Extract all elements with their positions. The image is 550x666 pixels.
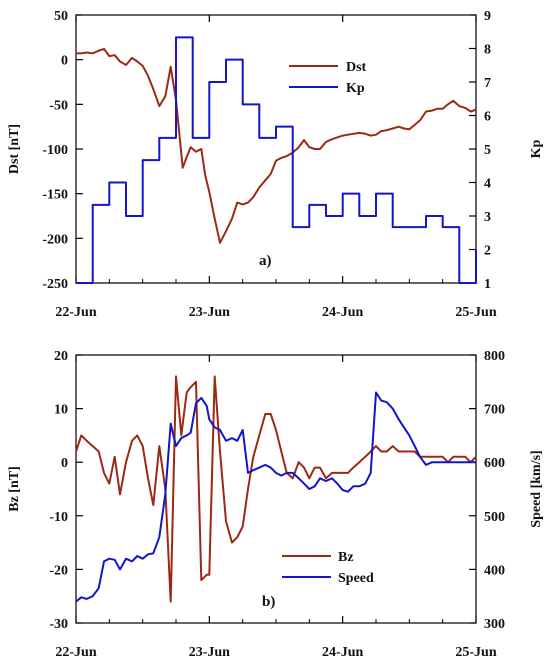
panel-a-ytick-right-label: 6 — [484, 110, 491, 125]
panel-a-ytick-right-label: 8 — [484, 43, 491, 58]
panel-b-ylabel-left: Bz [nT] — [7, 466, 22, 512]
panel-b-ytick-right-label: 400 — [484, 563, 505, 578]
panel-a-ytick-right-label: 7 — [484, 76, 491, 91]
legend-kp-label: Kp — [346, 81, 365, 96]
panel-a: 22-Jun 23-Jun 24-Jun 25-Jun -250 -200 -150 -100… — [7, 9, 544, 320]
panel-a-ytick-right-label: 2 — [484, 244, 491, 259]
panel-b-ytick-right-label: 700 — [484, 403, 505, 418]
legend-dst-label: Dst — [346, 60, 367, 75]
panel-b-frame — [75, 354, 477, 624]
panel-b-legend: Bz Speed — [282, 550, 374, 586]
panel-a-ticks: 22-Jun 23-Jun 24-Jun 25-Jun -250 -200 -150 -100… — [42, 9, 497, 320]
panel-b-ytick-left-label: 10 — [54, 403, 68, 418]
series-line-speed — [75, 391, 476, 603]
panel-b-series — [75, 375, 477, 603]
panel-a-xtick-label: 24-Jun — [322, 305, 363, 320]
panel-b-ticks: 22-Jun 23-Jun 24-Jun 25-Jun -30 -20 -10 0 10 20 30… — [49, 349, 505, 660]
panel-a-frame — [75, 14, 477, 284]
panel-a-ytick-left-label: -50 — [49, 98, 68, 113]
panel-a-xtick-label: 23-Jun — [189, 305, 230, 320]
series-line-bz — [75, 375, 477, 603]
panel-b-xtick-label: 24-Jun — [322, 645, 363, 660]
panel-a-label: a) — [259, 253, 272, 269]
panel-b-ytick-left-label: -20 — [49, 563, 68, 578]
panel-a-ytick-right-label: 3 — [484, 210, 491, 225]
panel-b-ytick-left-label: -30 — [49, 617, 68, 632]
panel-b-ytick-right-label: 500 — [484, 510, 505, 525]
panel-b-ytick-left-label: 20 — [54, 349, 68, 364]
panel-a-xtick-label: 22-Jun — [55, 305, 96, 320]
legend-speed-label: Speed — [338, 571, 374, 586]
panel-a-ytick-left-label: 0 — [61, 54, 68, 69]
panel-b-ytick-right-label: 300 — [484, 617, 505, 632]
panel-a-series — [76, 36, 477, 284]
panel-b: 22-Jun 23-Jun 24-Jun 25-Jun -30 -20 -10 0 10 20 30… — [7, 349, 544, 660]
panel-b-ytick-right-label: 800 — [484, 349, 505, 364]
panel-a-ytick-right-label: 1 — [484, 277, 491, 292]
panel-a-ytick-right-label: 5 — [484, 143, 491, 158]
panel-b-xtick-label: 23-Jun — [189, 645, 230, 660]
series-line-dst — [76, 47, 477, 244]
panel-a-ylabel-left: Dst [nT] — [7, 124, 22, 174]
panel-b-ytick-right-label: 600 — [484, 456, 505, 471]
legend-bz-label: Bz — [338, 550, 354, 565]
panel-b-ylabel-right: Speed [km/s] — [529, 450, 544, 527]
panel-a-ytick-left-label: -150 — [42, 188, 68, 203]
panel-a-legend: Dst Kp — [289, 60, 367, 96]
panel-a-ytick-left-label: -100 — [42, 143, 68, 158]
panel-b-xtick-label: 25-Jun — [455, 645, 496, 660]
panel-b-label: b) — [262, 594, 275, 610]
panel-a-ytick-left-label: 50 — [54, 9, 68, 24]
panel-a-xtick-label: 25-Jun — [455, 305, 496, 320]
panel-a-ytick-left-label: -250 — [42, 277, 68, 292]
panel-a-ylabel-right: Kp — [529, 139, 544, 158]
panel-a-ytick-right-label: 4 — [484, 177, 491, 192]
panel-a-ytick-left-label: -200 — [42, 232, 68, 247]
series-line-kp — [76, 36, 477, 284]
panel-b-ytick-left-label: 0 — [61, 456, 68, 471]
panel-b-xtick-label: 22-Jun — [55, 645, 96, 660]
panel-b-ytick-left-label: -10 — [49, 510, 68, 525]
panel-a-ytick-right-label: 9 — [484, 9, 491, 24]
